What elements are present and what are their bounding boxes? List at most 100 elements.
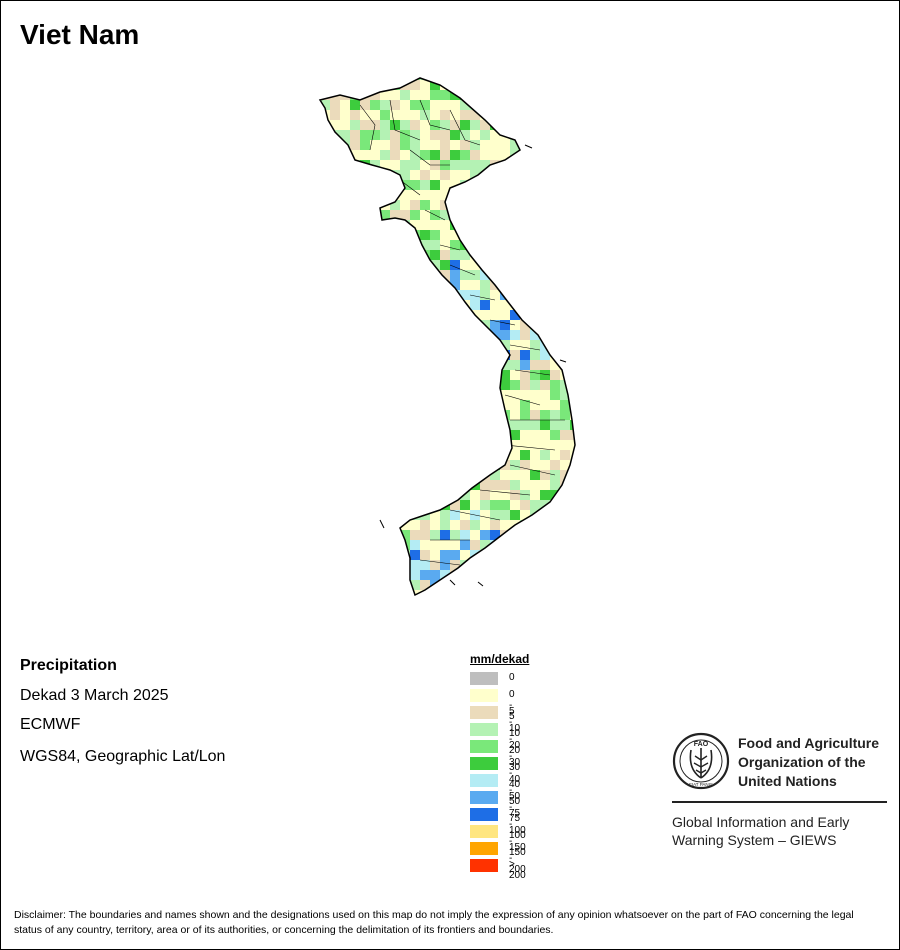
precipitation-cell <box>470 110 480 120</box>
precipitation-cell <box>380 460 390 470</box>
precipitation-cell <box>570 300 575 310</box>
precipitation-cell <box>520 110 530 120</box>
precipitation-cell <box>580 450 590 460</box>
precipitation-cell <box>530 120 540 130</box>
precipitation-cell <box>320 560 330 570</box>
precipitation-cell <box>510 570 520 580</box>
precipitation-cell <box>300 240 310 250</box>
precipitation-cell <box>330 440 340 450</box>
precipitation-cell <box>340 260 350 270</box>
precipitation-cell <box>540 590 550 595</box>
precipitation-cell <box>500 490 510 500</box>
precipitation-cell <box>400 560 410 570</box>
precipitation-cell <box>330 410 340 420</box>
precipitation-cell <box>460 210 470 220</box>
precipitation-cell <box>430 190 440 200</box>
precipitation-cell <box>530 400 540 410</box>
precipitation-cell <box>400 280 410 290</box>
precipitation-cell <box>540 420 550 430</box>
precipitation-cell <box>580 240 590 250</box>
precipitation-cell <box>370 540 380 550</box>
precipitation-cell <box>590 550 600 560</box>
precipitation-cell <box>580 80 590 90</box>
precipitation-cell <box>340 220 350 230</box>
precipitation-cell <box>580 520 590 530</box>
precipitation-cell <box>520 410 530 420</box>
precipitation-cell <box>410 290 420 300</box>
precipitation-cell <box>560 430 570 440</box>
precipitation-cell <box>310 500 320 510</box>
precipitation-cell <box>360 350 370 360</box>
precipitation-cell <box>490 400 500 410</box>
precipitation-cell <box>360 410 370 420</box>
precipitation-cell <box>580 90 590 100</box>
precipitation-cell <box>540 190 550 200</box>
precipitation-cell <box>510 210 520 220</box>
precipitation-cell <box>490 300 500 310</box>
precipitation-cell <box>430 600 440 610</box>
precipitation-cell <box>460 78 470 80</box>
precipitation-cell <box>320 330 330 340</box>
precipitation-cell <box>380 500 390 510</box>
precipitation-cell <box>380 160 390 170</box>
precipitation-cell <box>370 340 380 350</box>
precipitation-cell <box>420 450 430 460</box>
precipitation-cell <box>530 460 540 470</box>
precipitation-cell <box>330 510 340 520</box>
precipitation-cell <box>440 78 450 80</box>
precipitation-cell <box>360 170 370 180</box>
precipitation-cell <box>360 240 370 250</box>
precipitation-cell <box>460 290 470 300</box>
precipitation-cell <box>440 310 450 320</box>
precipitation-cell <box>310 210 320 220</box>
precipitation-cell <box>400 260 410 270</box>
precipitation-cell <box>480 120 490 130</box>
precipitation-cell <box>500 380 510 390</box>
precipitation-cell <box>410 590 420 595</box>
precipitation-cell <box>390 150 400 160</box>
precipitation-cell <box>570 200 575 210</box>
precipitation-cell <box>330 560 340 570</box>
precipitation-cell <box>340 450 350 460</box>
precipitation-cell <box>310 530 320 540</box>
precipitation-cell <box>380 210 390 220</box>
precipitation-cell <box>570 550 575 560</box>
precipitation-cell <box>570 590 575 595</box>
precipitation-cell <box>480 410 490 420</box>
legend-swatch <box>470 740 498 753</box>
precipitation-cell <box>540 80 550 90</box>
precipitation-cell <box>490 170 500 180</box>
precipitation-cell <box>380 100 390 110</box>
precipitation-cell <box>330 490 340 500</box>
precipitation-cell <box>540 130 550 140</box>
precipitation-cell <box>340 80 350 90</box>
precipitation-cell <box>410 220 420 230</box>
precipitation-cell <box>510 340 520 350</box>
precipitation-cell <box>410 580 420 590</box>
precipitation-cell <box>500 590 510 595</box>
precipitation-cell <box>370 210 380 220</box>
precipitation-cell <box>310 350 320 360</box>
precipitation-cell <box>310 580 320 590</box>
precipitation-cell <box>320 480 330 490</box>
precipitation-cell <box>320 340 330 350</box>
precipitation-cell <box>510 450 520 460</box>
precipitation-cell <box>420 270 430 280</box>
precipitation-cell <box>350 600 360 610</box>
precipitation-cell <box>520 340 530 350</box>
precipitation-cell <box>470 330 480 340</box>
precipitation-cell <box>340 560 350 570</box>
precipitation-cell <box>470 360 480 370</box>
precipitation-cell <box>460 500 470 510</box>
offshore-islands <box>379 144 567 587</box>
precipitation-cell <box>520 170 530 180</box>
precipitation-cell <box>470 420 480 430</box>
precipitation-cell <box>460 540 470 550</box>
precipitation-cell <box>410 280 420 290</box>
precipitation-cell <box>530 360 540 370</box>
precipitation-cell <box>390 300 400 310</box>
precipitation-cell <box>460 370 470 380</box>
precipitation-cell <box>330 380 340 390</box>
precipitation-cell <box>300 140 310 150</box>
precipitation-cell <box>440 330 450 340</box>
